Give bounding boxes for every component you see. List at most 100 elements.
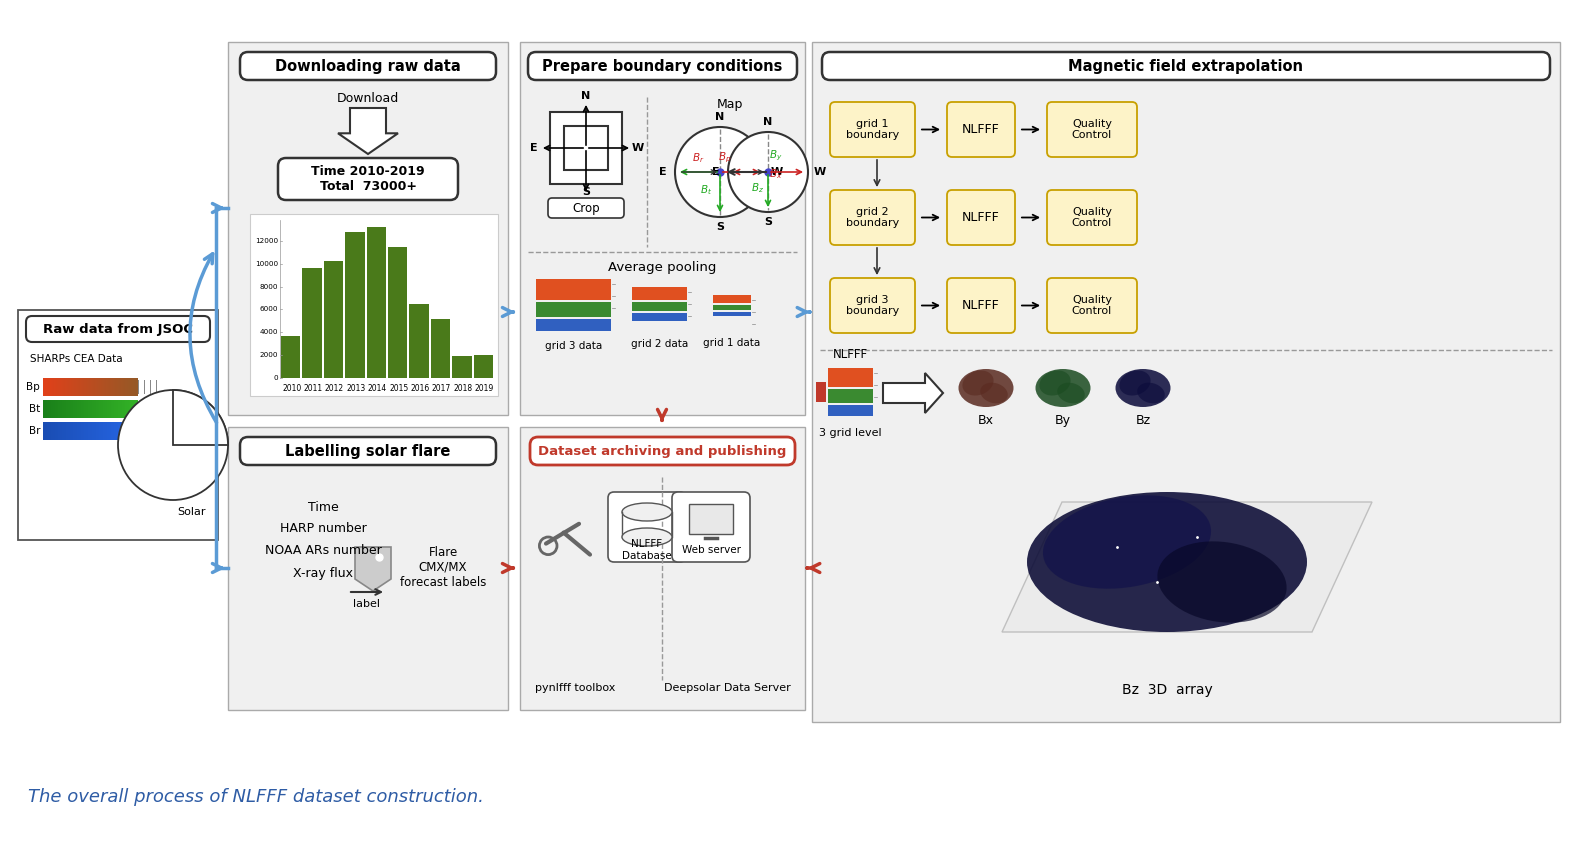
Bar — [409, 303, 428, 378]
Ellipse shape — [1157, 541, 1287, 623]
Ellipse shape — [1036, 369, 1091, 407]
Text: $B_t$: $B_t$ — [700, 183, 711, 197]
Text: Labelling solar flare: Labelling solar flare — [285, 444, 451, 458]
Text: $B_z$: $B_z$ — [751, 181, 765, 195]
Text: grid 3
boundary: grid 3 boundary — [846, 295, 900, 316]
Text: Time 2010-2019
Total  73000+: Time 2010-2019 Total 73000+ — [311, 165, 425, 193]
FancyBboxPatch shape — [830, 190, 915, 245]
Ellipse shape — [1119, 371, 1151, 395]
Ellipse shape — [621, 528, 672, 546]
Text: The overall process of NLFFF dataset construction.: The overall process of NLFFF dataset con… — [28, 788, 484, 806]
Bar — [828, 389, 873, 403]
Bar — [17, 310, 218, 540]
Circle shape — [727, 132, 808, 212]
Text: grid 1 data: grid 1 data — [704, 338, 760, 348]
Text: NLFFF: NLFFF — [963, 211, 999, 224]
Bar — [536, 279, 610, 300]
Polygon shape — [884, 373, 942, 413]
Bar — [228, 42, 508, 415]
Text: Downloading raw data: Downloading raw data — [275, 59, 462, 73]
Bar — [281, 336, 300, 378]
Bar — [250, 214, 498, 396]
FancyBboxPatch shape — [672, 492, 749, 562]
FancyBboxPatch shape — [1047, 102, 1137, 157]
FancyBboxPatch shape — [609, 492, 686, 562]
Bar — [816, 382, 825, 402]
Bar — [302, 269, 323, 378]
Ellipse shape — [963, 371, 993, 395]
Text: Solar: Solar — [177, 507, 206, 517]
Text: 2000: 2000 — [259, 352, 278, 358]
Text: S: S — [716, 222, 724, 232]
Polygon shape — [338, 108, 398, 154]
Text: Bz: Bz — [1135, 413, 1151, 427]
Text: Raw data from JSOC: Raw data from JSOC — [43, 322, 193, 336]
Bar — [520, 42, 805, 415]
Text: 2014: 2014 — [368, 383, 387, 393]
Text: grid 2 data: grid 2 data — [631, 339, 688, 349]
Text: Bz  3D  array: Bz 3D array — [1121, 683, 1213, 697]
Text: SHARPs CEA Data: SHARPs CEA Data — [30, 354, 123, 364]
Text: 12000: 12000 — [255, 238, 278, 244]
Text: Quality
Control: Quality Control — [1072, 207, 1111, 229]
Text: 2010: 2010 — [281, 383, 302, 393]
Bar — [367, 227, 386, 378]
Text: Bt: Bt — [28, 404, 40, 414]
FancyBboxPatch shape — [528, 52, 797, 80]
Text: Crop: Crop — [572, 201, 599, 214]
Text: 2015: 2015 — [389, 383, 408, 393]
Ellipse shape — [1137, 382, 1165, 403]
Bar — [228, 427, 508, 710]
FancyBboxPatch shape — [530, 437, 795, 465]
FancyBboxPatch shape — [822, 52, 1549, 80]
Text: Dataset archiving and publishing: Dataset archiving and publishing — [538, 445, 787, 457]
Text: N: N — [764, 117, 773, 127]
Text: Bx: Bx — [979, 413, 994, 427]
Text: label: label — [354, 599, 381, 609]
Text: Quality
Control: Quality Control — [1072, 119, 1111, 140]
Text: S: S — [764, 217, 772, 227]
Text: W: W — [772, 167, 783, 177]
Bar — [828, 405, 873, 416]
Text: 2013: 2013 — [346, 383, 365, 393]
Text: N: N — [715, 112, 724, 122]
Polygon shape — [1002, 502, 1372, 632]
Text: 4000: 4000 — [259, 329, 278, 335]
Bar — [828, 368, 873, 387]
Bar — [345, 232, 365, 378]
Text: 3 grid level: 3 grid level — [819, 428, 881, 438]
Text: 10000: 10000 — [255, 261, 278, 267]
FancyBboxPatch shape — [240, 52, 496, 80]
Ellipse shape — [980, 382, 1007, 403]
Text: $B_y$: $B_y$ — [770, 149, 783, 163]
Text: 2012: 2012 — [326, 383, 345, 393]
FancyBboxPatch shape — [549, 198, 624, 218]
Text: 2017: 2017 — [432, 383, 451, 393]
Bar — [520, 427, 805, 710]
FancyBboxPatch shape — [947, 190, 1015, 245]
Text: NLFFF: NLFFF — [963, 299, 999, 312]
Text: W: W — [632, 143, 643, 153]
Text: Br: Br — [28, 426, 40, 436]
Text: grid 2
boundary: grid 2 boundary — [846, 207, 900, 229]
Text: Magnetic field extrapolation: Magnetic field extrapolation — [1069, 59, 1303, 73]
Text: X-ray flux: X-ray flux — [292, 566, 353, 580]
Text: grid 1
boundary: grid 1 boundary — [846, 119, 900, 140]
Text: $B_p$: $B_p$ — [718, 150, 732, 165]
Text: Prepare boundary conditions: Prepare boundary conditions — [542, 59, 783, 73]
FancyBboxPatch shape — [240, 437, 496, 465]
Ellipse shape — [1043, 496, 1211, 589]
Bar — [632, 314, 688, 320]
FancyBboxPatch shape — [1047, 278, 1137, 333]
Text: S: S — [582, 187, 590, 197]
Bar — [536, 320, 610, 332]
Text: 2018: 2018 — [454, 383, 473, 393]
Text: Quality
Control: Quality Control — [1072, 295, 1111, 316]
Text: NLFFF
Database: NLFFF Database — [623, 539, 672, 561]
FancyBboxPatch shape — [830, 102, 915, 157]
Bar — [550, 112, 621, 184]
Bar — [564, 126, 609, 170]
Bar — [632, 287, 688, 300]
Text: E: E — [530, 143, 538, 153]
Text: W: W — [814, 167, 827, 177]
